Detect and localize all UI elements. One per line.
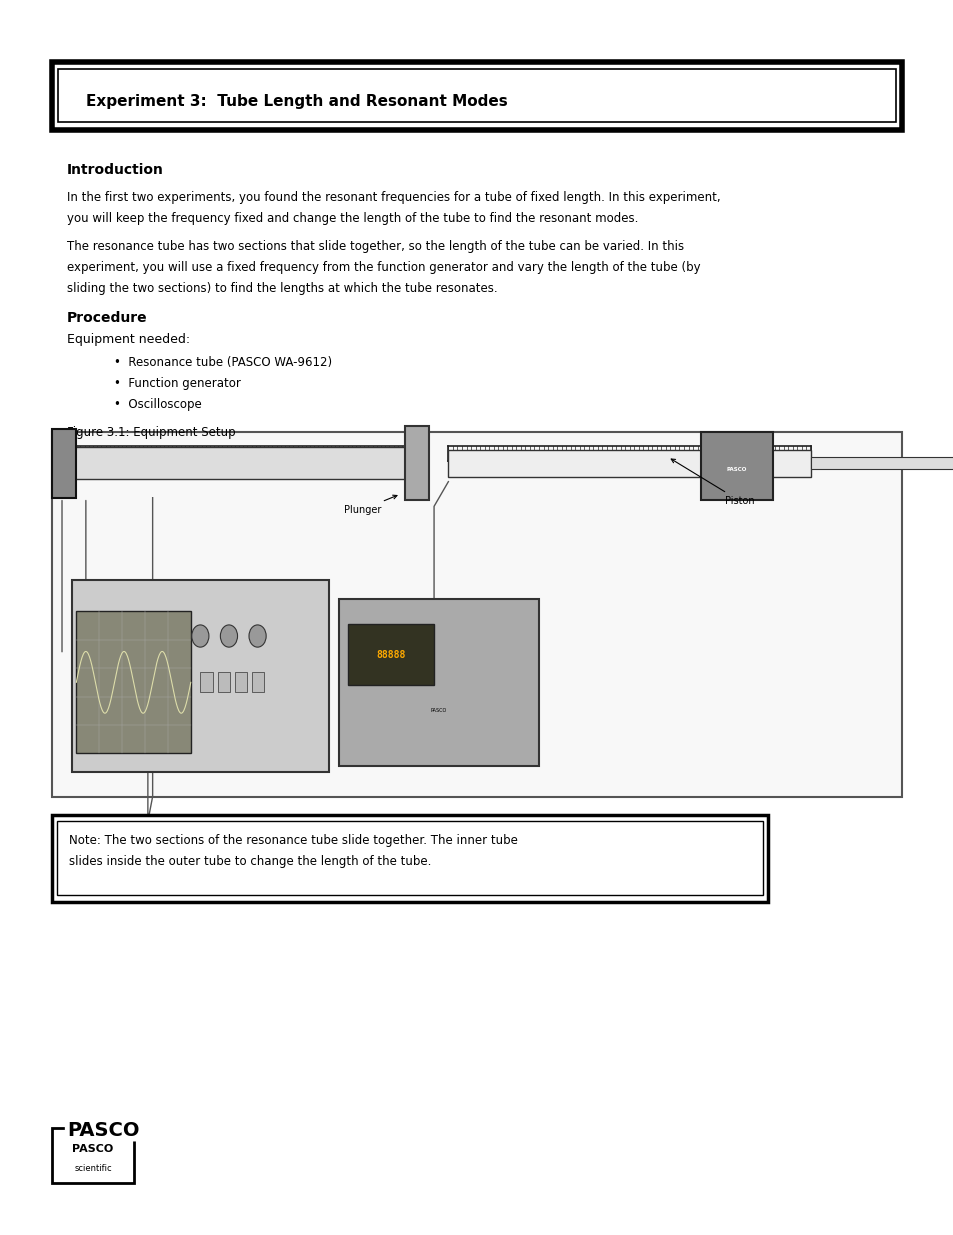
Bar (57, 821, 762, 895)
Bar (217, 672, 230, 692)
Text: PASCO: PASCO (67, 1120, 139, 1140)
Bar (700, 432, 772, 500)
Text: Figure 3.1: Equipment Setup: Figure 3.1: Equipment Setup (67, 426, 235, 440)
Bar (200, 672, 213, 692)
Text: 88888: 88888 (376, 650, 405, 659)
Text: •  Resonance tube (PASCO WA-9612): • Resonance tube (PASCO WA-9612) (114, 356, 333, 369)
Bar (52, 1128, 133, 1183)
Text: The resonance tube has two sections that slide together, so the length of the tu: The resonance tube has two sections that… (67, 240, 683, 253)
Bar (58, 69, 895, 122)
Circle shape (192, 625, 209, 647)
Text: PASCO: PASCO (430, 708, 447, 713)
Bar (52, 432, 901, 797)
Text: Experiment 3:  Tube Length and Resonant Modes: Experiment 3: Tube Length and Resonant M… (86, 94, 507, 109)
Bar (234, 672, 247, 692)
Text: you will keep the frequency fixed and change the length of the tube to find the : you will keep the frequency fixed and ch… (67, 212, 638, 226)
Bar (252, 672, 264, 692)
Bar (52, 815, 767, 902)
Text: Note: The two sections of the resonance tube slide together. The inner tube: Note: The two sections of the resonance … (69, 834, 517, 847)
Text: Equipment needed:: Equipment needed: (67, 333, 190, 347)
Circle shape (249, 625, 266, 647)
Bar (448, 450, 810, 477)
Text: Procedure: Procedure (67, 311, 148, 325)
Text: •  Oscilloscope: • Oscilloscope (114, 398, 202, 411)
Circle shape (220, 625, 237, 647)
Text: Introduction: Introduction (67, 163, 164, 177)
Text: experiment, you will use a fixed frequency from the function generator and vary : experiment, you will use a fixed frequen… (67, 261, 700, 274)
Bar (810, 457, 953, 469)
Bar (71, 580, 329, 772)
Text: In the first two experiments, you found the resonant frequencies for a tube of f: In the first two experiments, you found … (67, 191, 720, 205)
Bar (52, 429, 76, 498)
Text: sliding the two sections) to find the lengths at which the tube resonates.: sliding the two sections) to find the le… (67, 282, 497, 295)
Bar (348, 624, 434, 685)
Text: PASCO: PASCO (72, 1144, 113, 1153)
Bar (338, 599, 538, 766)
Bar (52, 62, 901, 130)
Text: PASCO: PASCO (725, 467, 746, 472)
Bar (405, 426, 429, 500)
Text: Piston: Piston (671, 459, 754, 506)
Text: scientific: scientific (74, 1163, 112, 1173)
Bar (67, 447, 410, 479)
Bar (76, 611, 191, 753)
Text: •  Function generator: • Function generator (114, 377, 241, 390)
Text: slides inside the outer tube to change the length of the tube.: slides inside the outer tube to change t… (69, 855, 431, 868)
Text: Plunger: Plunger (343, 495, 396, 515)
